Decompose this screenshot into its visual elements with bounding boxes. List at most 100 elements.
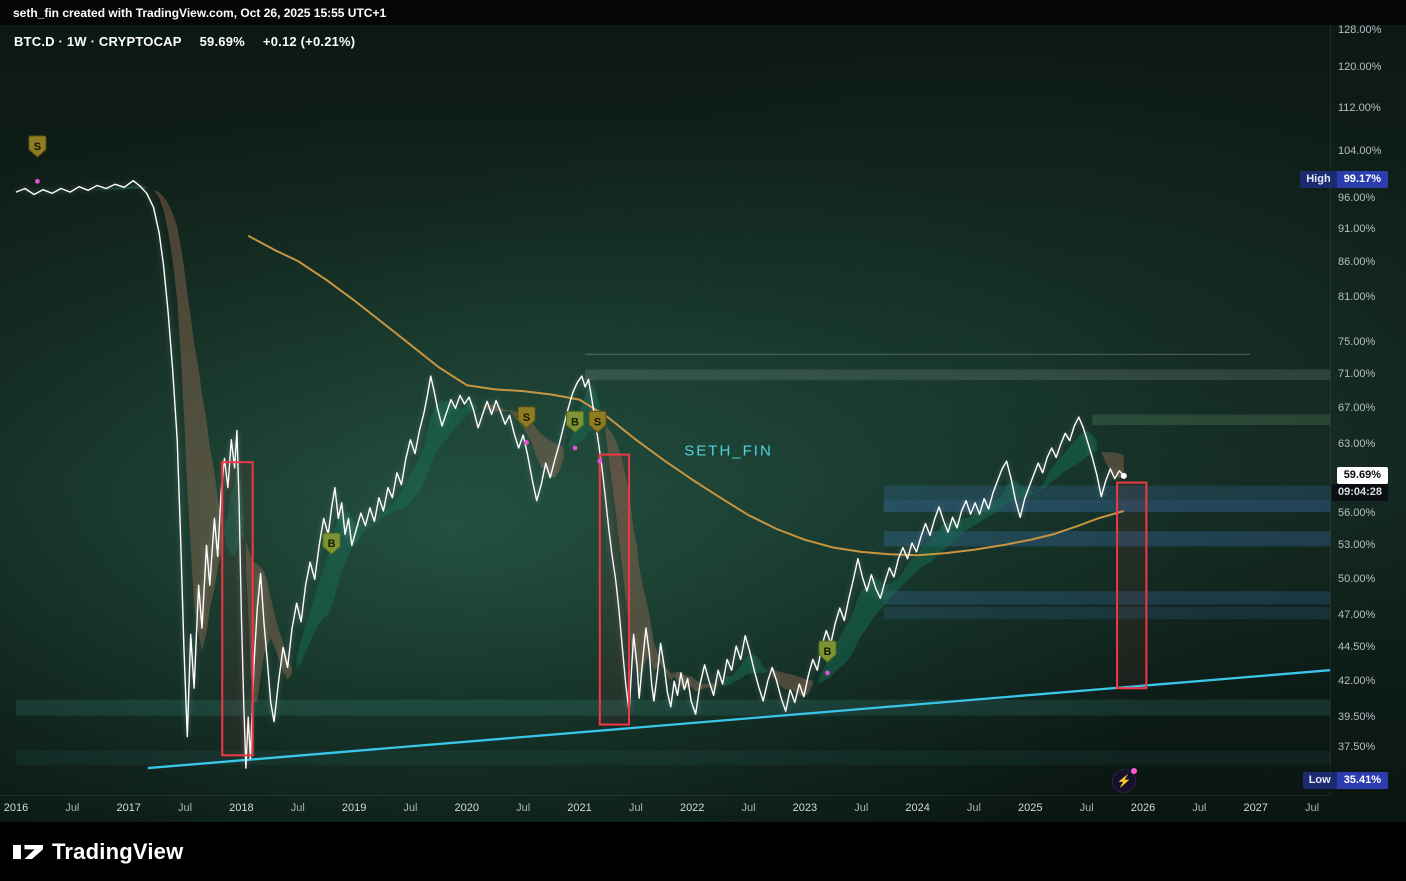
price-axis-label: 39.50% — [1338, 710, 1376, 723]
ma-ribbon — [16, 190, 71, 193]
tradingview-logo-text[interactable]: TradingView — [52, 838, 184, 864]
bolt-icon: ⚡ — [1116, 774, 1132, 788]
buy-signal-marker — [322, 532, 341, 555]
supply-demand-zone — [883, 499, 1330, 513]
price-axis-label: 91.00% — [1338, 222, 1376, 235]
price-axis-label: 86.00% — [1338, 255, 1376, 268]
price-axis-label: 50.00% — [1338, 572, 1376, 585]
indicator-logo-badge: ⚡ — [1112, 768, 1137, 793]
signal-dot — [35, 178, 40, 184]
buy-signal-marker — [818, 640, 837, 663]
last-price: 59.69% — [199, 34, 245, 49]
ma-ribbon — [153, 189, 222, 652]
time-axis-label: 2016 — [3, 802, 29, 814]
ma-ribbon — [817, 431, 1097, 683]
time-axis-label: 2027 — [1243, 802, 1268, 814]
sell-signal-marker — [28, 135, 47, 158]
time-axis-label: Jul — [628, 802, 643, 814]
signal-letter: B — [328, 538, 336, 550]
low-badge: Low 35.41% — [1302, 772, 1388, 790]
signal-letter: S — [523, 412, 530, 424]
drawdown-box[interactable] — [598, 453, 631, 726]
price-axis[interactable]: 128.00% 120.00% 112.00% 104.00% 96.00% 91.00%… — [1330, 24, 1406, 795]
time-axis-label: 2025 — [1018, 802, 1043, 814]
footer-bar: TradingView — [0, 822, 1406, 881]
signal-dot — [597, 458, 603, 464]
time-axis-label: 2019 — [341, 802, 367, 814]
ma-ribbon — [722, 653, 768, 686]
time-axis-label: 2022 — [679, 802, 705, 814]
supply-demand-zone — [585, 369, 1330, 381]
time-axis-label: Jul — [966, 802, 981, 814]
supply-demand-zone — [883, 531, 1330, 547]
symbol-title[interactable]: BTC.D · 1W · CRYPTOCAP — [14, 34, 182, 49]
low-value: 35.41% — [1336, 772, 1388, 790]
signal-dot — [524, 440, 529, 445]
time-axis-label: 2024 — [905, 802, 930, 814]
price-axis-label: 67.00% — [1338, 401, 1376, 414]
price-axis-label: 75.00% — [1338, 335, 1376, 348]
high-value: 99.17% — [1336, 170, 1388, 188]
high-label: High — [1300, 170, 1337, 188]
price-axis-label: 63.00% — [1338, 437, 1376, 450]
signal-letter: B — [823, 646, 831, 658]
signal-letter: B — [571, 416, 579, 428]
buy-signal-marker — [565, 410, 584, 434]
signal-dot — [825, 670, 830, 676]
time-axis-label: Jul — [741, 802, 756, 814]
time-axis-label: 2026 — [1130, 802, 1156, 814]
price-axis-label: 47.00% — [1338, 609, 1376, 621]
time-axis-label: 2021 — [567, 802, 592, 814]
supply-demand-zone — [16, 699, 1330, 716]
countdown-badge: 09:04:28 — [1331, 484, 1388, 502]
low-label: Low — [1302, 772, 1337, 790]
ma-ribbon — [568, 386, 602, 448]
drawdown-box[interactable] — [1116, 481, 1148, 690]
supply-demand-zone — [883, 591, 1330, 605]
time-axis-label: Jul — [290, 802, 305, 814]
price-axis-label: 42.00% — [1338, 674, 1376, 687]
price-change: +0.12 (+0.21%) — [262, 34, 356, 49]
ma-ribbon — [482, 404, 564, 478]
tradingview-logo-icon[interactable] — [13, 840, 43, 864]
price-axis-label: 56.00% — [1338, 506, 1376, 519]
price-chart-canvas[interactable]: S B S B S B SETH_FIN — [0, 0, 1330, 795]
time-axis-label: Jul — [178, 802, 193, 814]
drawdown-box[interactable] — [221, 461, 254, 757]
author-watermark: SETH_FIN — [684, 443, 773, 460]
price-axis-label: 104.00% — [1338, 144, 1382, 157]
attribution-bar: seth_fin created with TradingView.com, O… — [0, 0, 1406, 25]
supply-demand-zone — [883, 606, 1330, 620]
time-axis-label: 2020 — [454, 802, 480, 814]
long-ma-line — [247, 234, 1125, 557]
time-axis-label: 2017 — [116, 802, 141, 814]
price-axis-label: 96.00% — [1338, 191, 1376, 204]
signal-letter: S — [594, 416, 601, 428]
time-axis-label: 2023 — [792, 802, 818, 814]
price-axis-label: 81.00% — [1338, 290, 1376, 303]
high-badge: High 99.17% — [1300, 170, 1388, 188]
time-axis-label: Jul — [65, 802, 80, 814]
last-price-badge: 59.69% — [1336, 467, 1388, 485]
support-trendline[interactable] — [147, 669, 1330, 770]
symbol-header: BTC.D · 1W · CRYPTOCAP 59.69% +0.12 (+0.… — [14, 34, 355, 49]
time-axis[interactable]: 2016 Jul 2017 Jul 2018 Jul 2019 Jul 2020 Jul 2021 J… — [0, 795, 1330, 823]
sell-signal-marker — [517, 406, 536, 429]
time-axis-label: Jul — [516, 802, 531, 814]
last-price-dot — [1120, 472, 1127, 479]
time-axis-label: Jul — [403, 802, 418, 814]
signal-dot — [572, 445, 578, 451]
price-axis-label: 120.00% — [1338, 61, 1382, 74]
price-axis-label: 112.00% — [1338, 101, 1381, 114]
time-axis-label: 2018 — [229, 802, 254, 814]
time-axis-label: Jul — [1079, 802, 1094, 814]
supply-demand-zone — [1092, 414, 1330, 426]
ma-ribbon — [605, 425, 719, 692]
time-axis-label: Jul — [1305, 802, 1320, 814]
price-axis-label: 71.00% — [1338, 367, 1376, 380]
attribution-text: seth_fin created with TradingView.com, O… — [13, 5, 387, 20]
supply-demand-zone — [16, 750, 1330, 765]
ma-ribbon — [88, 185, 147, 191]
ma-ribbon — [772, 670, 813, 697]
